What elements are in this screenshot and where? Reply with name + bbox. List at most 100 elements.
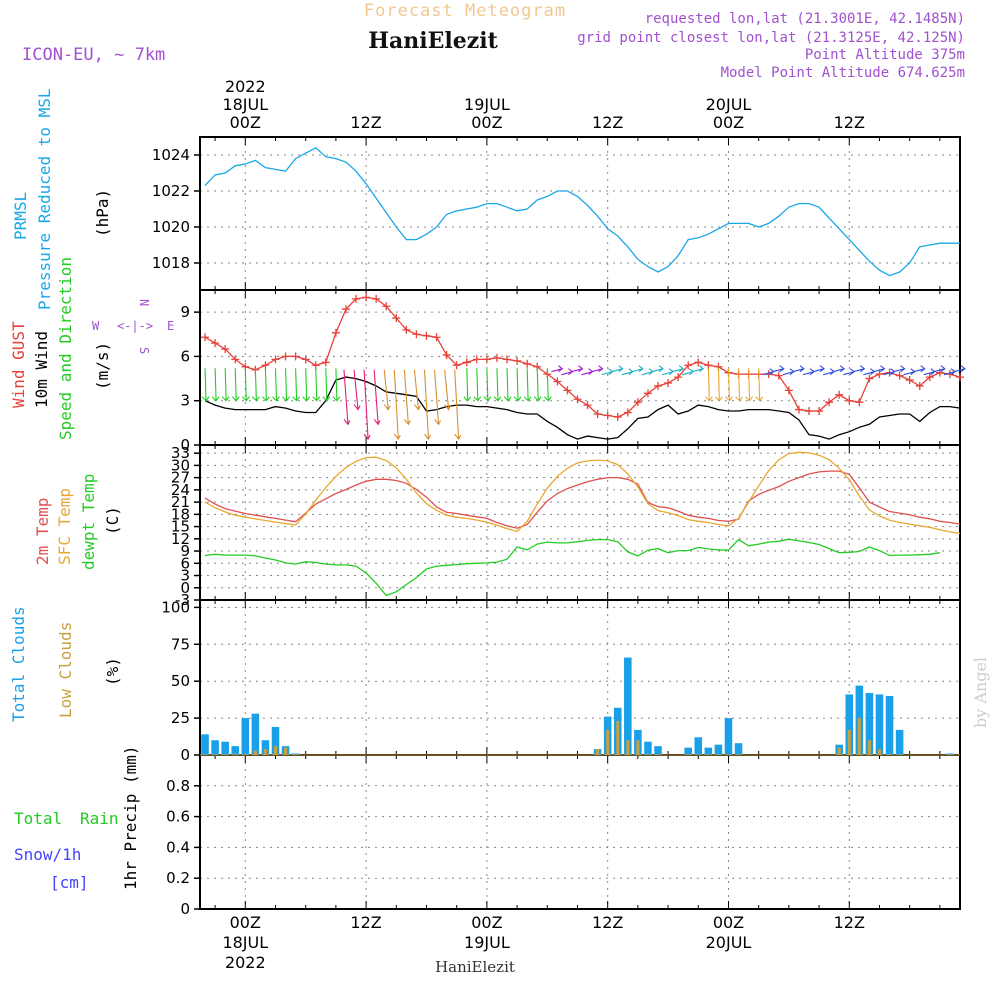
- dewpt-label: dewpt Temp: [79, 474, 98, 570]
- gust-marker: [875, 370, 884, 379]
- gust-marker: [221, 345, 230, 354]
- gust-marker: [855, 398, 864, 407]
- low-cloud-bar: [857, 718, 861, 755]
- wind-direction-arrow: [454, 369, 462, 441]
- credit: by Angel: [971, 657, 990, 728]
- wind-ytick-label: 6: [180, 347, 190, 365]
- precip-ytick-label: 0.2: [166, 869, 190, 887]
- wind-direction-arrow: [543, 368, 552, 402]
- wind-direction-arrow: [561, 368, 574, 376]
- clouds-ytick-label: 25: [171, 709, 190, 727]
- total-cloud-bar: [714, 744, 723, 755]
- total-cloud-bar: [734, 743, 743, 755]
- time-label-top: 18JUL: [222, 95, 268, 114]
- gust-marker: [422, 331, 431, 340]
- gust-marker: [311, 361, 320, 370]
- low-cloud-bar: [837, 747, 841, 755]
- precip-ytick-label: 0.6: [166, 808, 190, 826]
- gust-marker: [654, 381, 663, 390]
- gust-marker: [281, 352, 290, 361]
- wind-direction-arrow: [843, 368, 856, 376]
- gust-marker: [482, 355, 491, 364]
- gust-marker: [845, 396, 854, 405]
- pressure-unit: (hPa): [93, 189, 112, 237]
- gust-marker: [835, 390, 844, 399]
- gust-marker: [352, 294, 361, 303]
- total-cloud-bar: [221, 741, 229, 755]
- gust-marker: [382, 302, 391, 311]
- total-cloud-bar: [885, 695, 894, 755]
- wind-direction-arrow: [772, 365, 785, 373]
- temp-2m-line: [204, 470, 961, 529]
- time-label-top: 00Z: [230, 113, 261, 132]
- wind-direction-arrow: [551, 365, 564, 373]
- total-cloud-bar: [251, 713, 260, 755]
- total-cloud-bar: [845, 694, 854, 755]
- gust-marker: [362, 293, 371, 302]
- gust-line: [204, 296, 961, 418]
- gust-marker: [462, 358, 471, 367]
- temperature-ytick-label: 12: [171, 530, 190, 548]
- gust-marker: [452, 361, 461, 370]
- wind-unit: (m/s): [93, 342, 112, 390]
- wind-direction-arrow: [513, 368, 522, 402]
- wind-direction-arrow: [725, 368, 733, 402]
- wind-direction-arrow: [343, 369, 351, 426]
- clouds-unit: (%): [103, 657, 122, 686]
- temperature-ytick-label: -3: [175, 591, 190, 609]
- temperature-ytick-label: 33: [171, 444, 190, 462]
- compass-rose: N S W E <-|->: [92, 299, 174, 354]
- wind-direction-arrow: [833, 365, 846, 373]
- time-label-top: 12Z: [350, 113, 381, 132]
- gust-marker: [261, 361, 270, 370]
- wind-direction-arrow: [812, 365, 825, 373]
- gust-marker: [684, 361, 693, 370]
- temp-label: 2m Temp: [33, 498, 52, 565]
- gust-marker: [321, 358, 330, 367]
- wind-direction-arrow: [631, 365, 644, 373]
- temp-unit: (C): [103, 506, 122, 535]
- time-label-bottom: 00Z: [471, 913, 502, 932]
- total-cloud-bar: [654, 746, 662, 755]
- wind-direction-arrow: [571, 365, 584, 373]
- wind-label: 10m Wind: [32, 331, 51, 408]
- gust-marker: [513, 356, 522, 365]
- gust-marker: [593, 410, 602, 418]
- total-cloud-bar: [704, 747, 713, 755]
- compass-arrows: <-|->: [117, 319, 153, 333]
- low-cloud-bar: [877, 749, 881, 755]
- low-cloud-bar: [263, 749, 267, 755]
- time-label-bottom: 12Z: [592, 913, 623, 932]
- total-cloud-bar: [624, 657, 632, 755]
- gust-marker: [412, 330, 421, 339]
- gust-marker: [895, 371, 904, 380]
- wind-direction-arrow: [272, 368, 280, 402]
- wind-direction-arrow: [282, 368, 291, 402]
- total-cloud-bar: [201, 734, 209, 755]
- gust-marker: [472, 355, 481, 364]
- wind-direction-arrow: [863, 368, 876, 376]
- wind-direction-arrow: [953, 365, 966, 373]
- wind-direction-arrow: [473, 368, 482, 402]
- gust-marker: [925, 373, 934, 382]
- wind-direction-arrow: [332, 368, 341, 402]
- wind-ytick-label: 3: [180, 392, 190, 410]
- time-label-top: 2022: [225, 77, 266, 96]
- point-altitude: Point Altitude 375m: [805, 47, 965, 63]
- wind-direction-arrow: [211, 368, 220, 402]
- time-label-bottom: 19JUL: [464, 933, 510, 952]
- gust-marker: [643, 389, 652, 398]
- gust-marker: [392, 314, 401, 323]
- wind-direction-arrow: [745, 368, 754, 402]
- location-name: HaniElezit: [368, 28, 498, 54]
- total-cloud-bar: [724, 718, 733, 755]
- sfc-temp-label: SFC Temp: [55, 488, 74, 565]
- wind-direction-arrow: [241, 368, 250, 402]
- precip-unit: 1hr Precip (mm): [121, 746, 140, 891]
- gust-marker: [442, 350, 451, 359]
- wind-direction-arrow: [621, 368, 634, 376]
- wind-direction-arrow: [493, 368, 502, 402]
- compass-s: S: [137, 347, 151, 354]
- wind-direction-arrow: [782, 368, 795, 376]
- temperature-ytick-label: 3: [180, 567, 190, 585]
